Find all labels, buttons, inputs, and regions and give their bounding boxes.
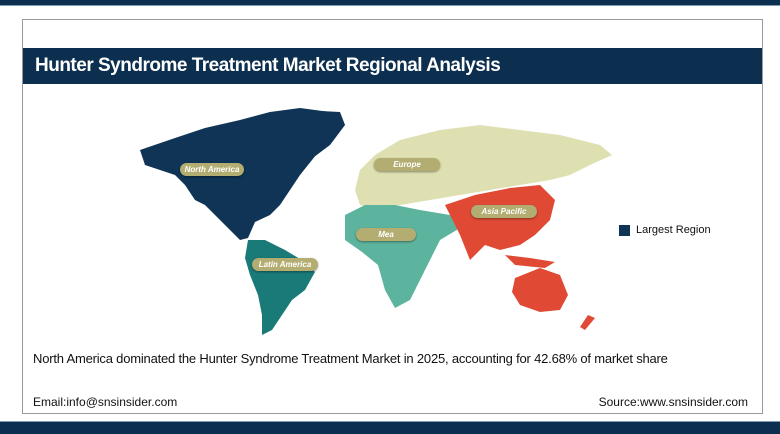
- region-se-asia: [505, 255, 555, 268]
- label-mea: Mea: [356, 228, 416, 241]
- region-europe: [355, 125, 612, 210]
- summary-text: North America dominated the Hunter Syndr…: [33, 351, 668, 366]
- bottom-bar: [0, 421, 780, 434]
- label-asia-pacific: Asia Pacific: [471, 205, 537, 218]
- page-title: Hunter Syndrome Treatment Market Regiona…: [23, 48, 762, 84]
- legend: Largest Region: [619, 224, 711, 236]
- region-asia-pacific: [445, 185, 555, 260]
- label-europe: Europe: [374, 158, 440, 171]
- legend-label: Largest Region: [636, 224, 711, 236]
- source-text: Source:www.snsinsider.com: [598, 395, 748, 409]
- region-latin-america: [245, 240, 315, 335]
- region-mea: [345, 205, 460, 308]
- legend-swatch: [619, 224, 630, 236]
- label-latin-america: Latin America: [252, 258, 318, 271]
- region-greenland: [275, 110, 345, 160]
- region-oceania: [512, 268, 568, 312]
- top-bar: [0, 0, 780, 6]
- region-nz: [580, 315, 595, 330]
- email-text: Email:info@snsinsider.com: [33, 395, 178, 409]
- label-north-america: North America: [180, 163, 244, 176]
